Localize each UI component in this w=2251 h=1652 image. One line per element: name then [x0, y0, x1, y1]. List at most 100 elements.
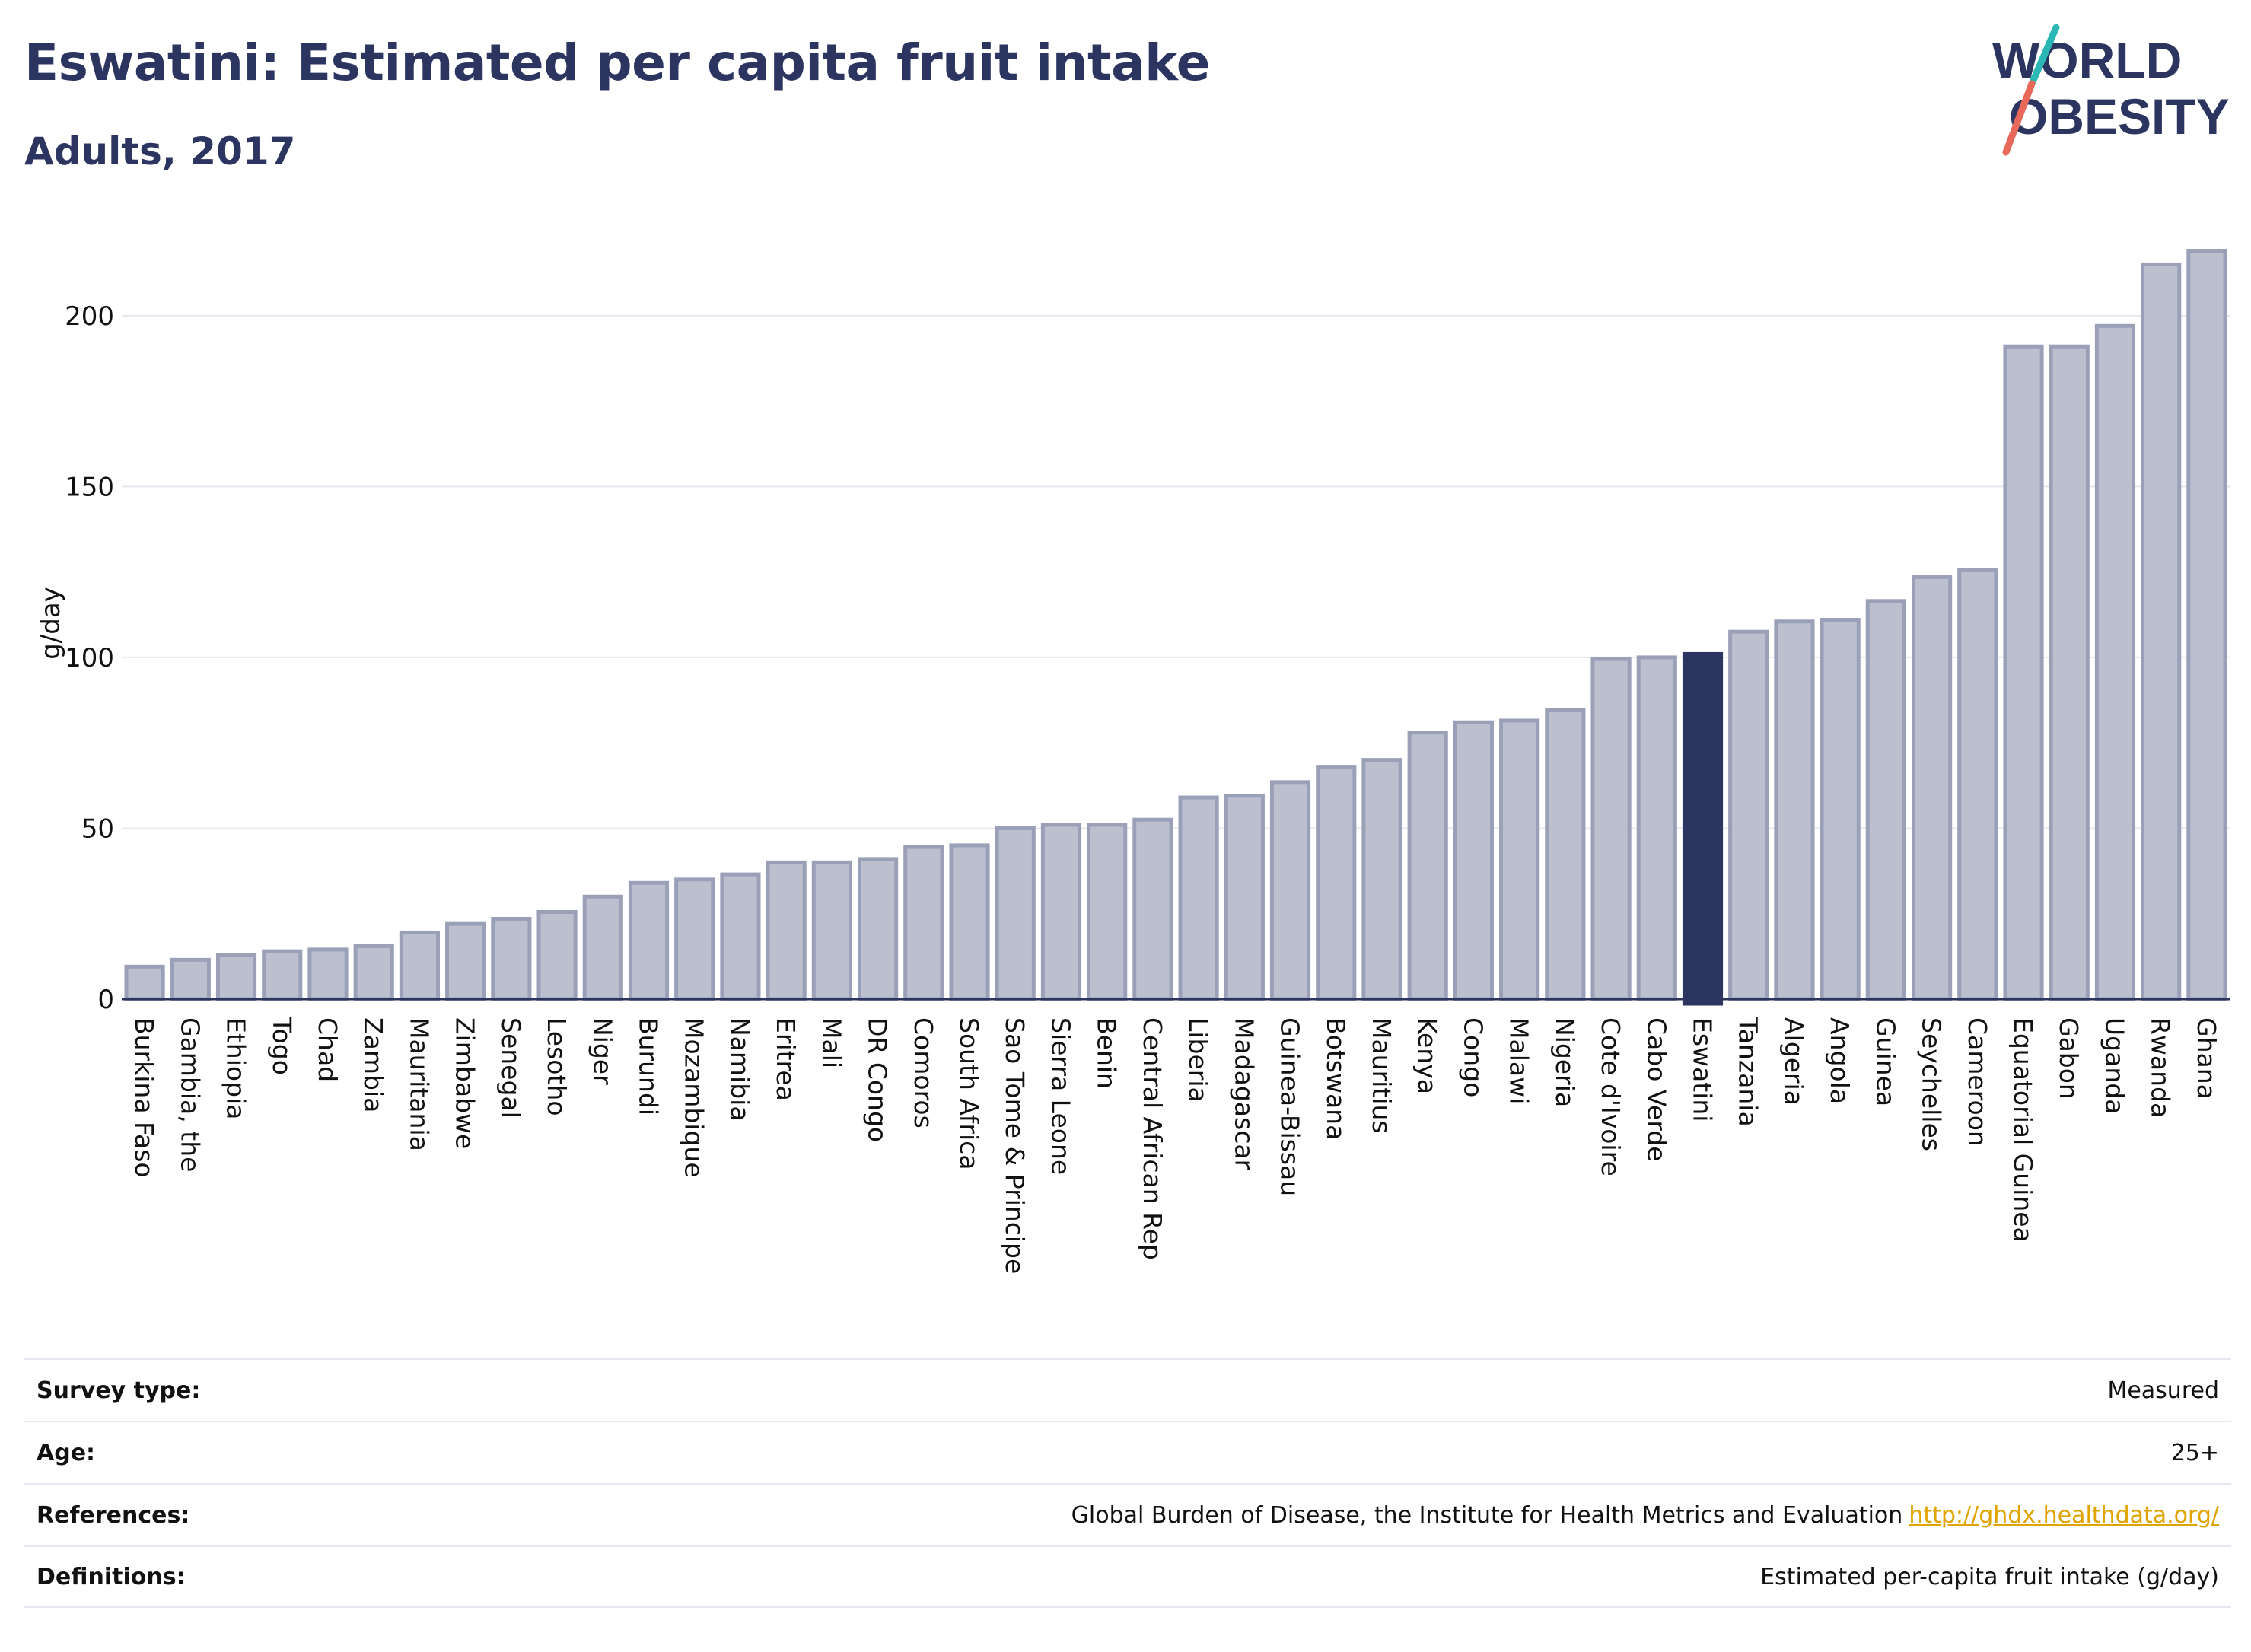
y-tick-label: 200 [65, 301, 114, 332]
x-tick-label: Guinea [1871, 1017, 1900, 1106]
bar [1590, 657, 1632, 1001]
bar [720, 872, 761, 1001]
bar [903, 845, 944, 1001]
bar [1269, 780, 1311, 1001]
bar [2186, 248, 2227, 1001]
x-tick-label: Ethiopia [221, 1017, 251, 1119]
x-tick-label: Gabon [2054, 1017, 2084, 1100]
bar [1040, 823, 1082, 1001]
x-axis-labels: Burkina Faso Gambia, the Ethiopia Togo Chad Z… [129, 1017, 2221, 1274]
x-tick-label: Malawi [1504, 1017, 1534, 1104]
bar [445, 921, 486, 1001]
bar [307, 947, 349, 1001]
info-row-survey-type: Survey type: Measured [24, 1358, 2231, 1421]
y-tick-label: 0 [97, 985, 114, 1015]
bar [582, 894, 623, 1001]
bar [1636, 655, 1677, 1001]
x-tick-label: Mozambique [680, 1017, 709, 1178]
info-value: Measured [2107, 1377, 2219, 1404]
bar [1682, 651, 1724, 1006]
bar [215, 953, 257, 1001]
bar [1957, 568, 1998, 1001]
world-obesity-logo: WORLD OBESITY [1992, 24, 2230, 156]
x-tick-label: Mali [817, 1017, 846, 1068]
x-tick-label: Namibia [725, 1017, 755, 1122]
x-tick-label: Tanzania [1734, 1017, 1763, 1127]
x-tick-label: Sierra Leone [1046, 1017, 1075, 1175]
bar [1912, 575, 1953, 1001]
x-tick-label: Madagascar [1229, 1017, 1259, 1170]
info-row-references: References: Global Burden of Disease, th… [24, 1483, 2231, 1545]
bar [1132, 817, 1173, 1001]
bar-chart: 0 50 100 150 200 Burkina Faso Gambia, the Ethi… [36, 248, 2230, 1274]
x-tick-label: Zambia [358, 1017, 388, 1112]
x-tick-label: Eswatini [1688, 1017, 1718, 1122]
bar [2049, 344, 2090, 1001]
x-tick-label: Mauritania [404, 1017, 434, 1151]
info-value-references: Global Burden of Disease, the Institute … [1071, 1502, 2219, 1529]
references-text: Global Burden of Disease, the Institute … [1071, 1501, 1903, 1529]
x-tick-label: Comoros [909, 1017, 938, 1128]
chart-title: Eswatini: Estimated per capita fruit int… [24, 33, 1211, 92]
x-tick-label: Niger [587, 1017, 617, 1085]
x-tick-label: Liberia [1183, 1017, 1213, 1103]
y-tick-label: 150 [65, 472, 114, 502]
x-tick-label: DR Congo [863, 1017, 893, 1142]
bar [1407, 731, 1448, 1001]
x-tick-label: Lesotho [542, 1017, 572, 1116]
bar [491, 916, 532, 1001]
x-tick-label: Cabo Verde [1641, 1017, 1671, 1161]
x-tick-label: Kenya [1412, 1017, 1442, 1094]
x-tick-label: Benin [1092, 1017, 1122, 1089]
bar [674, 877, 715, 1001]
x-tick-label: Uganda [2100, 1017, 2129, 1114]
info-row-age: Age: 25+ [24, 1421, 2231, 1483]
bar [2003, 344, 2044, 1001]
bar [2141, 262, 2182, 1001]
x-tick-label: South Africa [954, 1017, 984, 1170]
x-tick-label: Central African Rep [1138, 1017, 1167, 1260]
info-table: Survey type: Measured Age: 25+ Reference… [24, 1358, 2231, 1608]
bar [262, 949, 303, 1001]
info-label: Definitions: [37, 1563, 186, 1590]
bar [1087, 823, 1128, 1001]
bars [124, 248, 2227, 1006]
bar [1865, 599, 1906, 1001]
logo-text-world: WORLD [1992, 32, 2182, 88]
bar [1774, 619, 1815, 1001]
x-tick-label: Chad [313, 1017, 342, 1082]
x-tick-label: Gambia, the [175, 1017, 205, 1172]
x-tick-label: Togo [267, 1017, 297, 1075]
x-tick-label: Cameroon [1963, 1017, 1992, 1147]
x-tick-label: Ghana [2192, 1017, 2221, 1100]
x-tick-label: Sao Tome & Principe [1000, 1017, 1030, 1274]
y-axis-label: g/day [36, 587, 66, 660]
bar [1545, 708, 1586, 1001]
logo-text-obesity: OBESITY [2009, 88, 2230, 145]
x-tick-label: Seychelles [1917, 1017, 1947, 1151]
bar [1820, 618, 1861, 1001]
bar [811, 860, 852, 1001]
x-tick-label: Rwanda [2146, 1017, 2176, 1118]
x-tick-label: Mauritius [1367, 1017, 1396, 1134]
x-tick-label: Nigeria [1550, 1017, 1580, 1107]
x-tick-label: Cote d'Ivoire [1596, 1017, 1625, 1176]
info-row-definitions: Definitions: Estimated per-capita fruit … [24, 1545, 2231, 1608]
bar [1361, 758, 1402, 1001]
info-label: Age: [37, 1439, 96, 1466]
bar [1316, 765, 1357, 1001]
logo-slash-red [2002, 80, 2036, 156]
x-tick-label: Burundi [634, 1017, 664, 1116]
x-tick-label: Angola [1825, 1017, 1855, 1104]
x-tick-label: Equatorial Guinea [2008, 1017, 2038, 1243]
bar [766, 860, 807, 1001]
bar [2094, 323, 2136, 1001]
bar [1178, 795, 1219, 1001]
x-tick-label: Congo [1458, 1017, 1488, 1097]
bar [1224, 794, 1265, 1001]
references-link[interactable]: http://ghdx.healthdata.org/ [1909, 1501, 2219, 1529]
x-tick-label: Zimbabwe [451, 1017, 480, 1149]
chart-subtitle: Adults, 2017 [24, 129, 296, 173]
bar [170, 957, 211, 1001]
bar [124, 964, 165, 1001]
